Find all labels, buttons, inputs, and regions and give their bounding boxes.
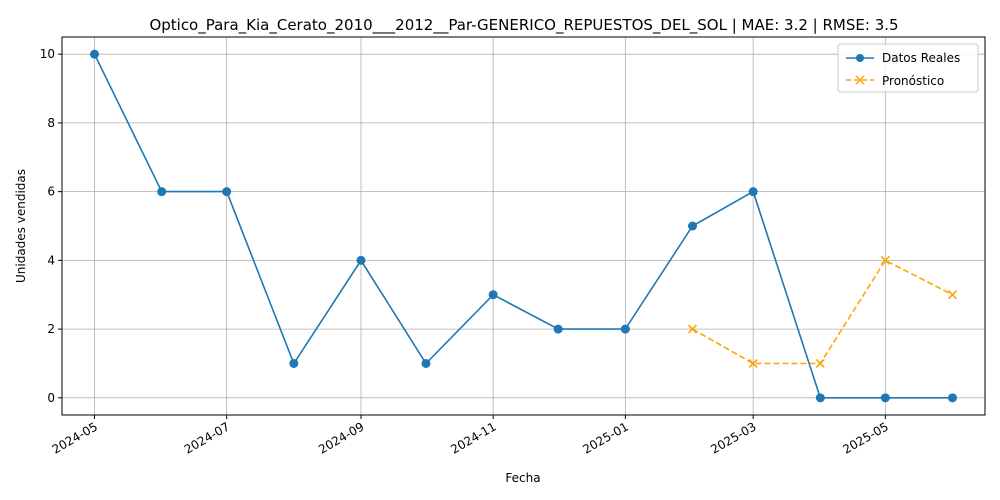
x-tick-label: 2024-11 [448,419,498,456]
data-point-marker [553,324,563,334]
forecast-point-marker [880,255,890,265]
y-axis-label: Unidades vendidas [14,169,28,283]
legend-marker-forecast [855,75,865,85]
plot-frame [61,36,986,416]
data-point-marker [289,358,299,368]
legend-label-actual: Datos Reales [882,51,960,65]
data-point-marker [356,255,366,265]
x-tick-label: 2025-03 [708,419,758,456]
legend-marker-actual [856,54,864,62]
x-tick-label: 2024-09 [316,419,366,456]
x-tick-label: 2025-01 [580,419,630,456]
y-tick-label: 2 [47,322,55,336]
forecast-point-marker [947,290,958,300]
x-axis-label: Fecha [505,471,540,485]
y-tick-label: 6 [47,185,55,199]
y-tick-label: 10 [40,47,55,61]
data-point-marker [748,187,758,197]
forecast-point-marker [687,324,698,334]
y-tick-label: 8 [47,116,55,130]
forecast-point-marker [815,358,825,369]
data-point-marker [688,221,697,231]
x-tick-label: 2024-07 [182,419,232,456]
chart-title: Optico_Para_Kia_Cerato_2010___2012__Par-… [149,16,898,35]
series-layer [90,49,958,403]
data-point-marker [815,393,825,403]
legend-label-forecast: Pronóstico [882,74,944,88]
data-point-marker [488,290,498,300]
data-point-marker [620,324,630,334]
forecast-point-marker [748,358,758,369]
grid-lines [62,37,985,415]
data-point-marker [222,187,232,197]
y-tick-label: 4 [47,253,55,267]
data-point-marker [880,393,890,403]
data-point-marker [90,49,99,59]
legend: Datos Reales Pronóstico [837,43,979,93]
axis-ticks: 0 2 4 6 8 10 2024-05 2024-07 2024-09 2024-11 2025-… [40,47,891,456]
series-line-0 [93,53,953,399]
y-tick-label: 0 [47,391,55,405]
series-line-1 [692,259,953,365]
data-point-marker [948,393,957,403]
x-tick-label: 2024-05 [50,419,100,456]
x-tick-label: 2025-05 [840,419,890,456]
data-point-marker [157,187,167,197]
data-point-marker [421,358,431,368]
